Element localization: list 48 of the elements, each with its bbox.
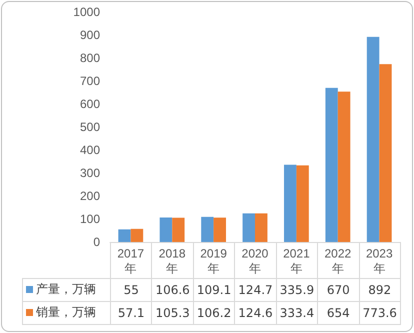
y-tick-label: 0 <box>93 235 100 249</box>
data-label: 124.7 <box>234 278 276 301</box>
bar <box>366 36 380 242</box>
legend-label: 销量，万辆 <box>36 305 96 319</box>
bar <box>296 165 309 242</box>
y-tick-label: 1000 <box>73 5 100 19</box>
data-label: 124.6 <box>234 301 276 324</box>
y-tick-label: 500 <box>80 120 100 134</box>
data-label: 892 <box>359 278 400 301</box>
x-tick-label: 2023年 <box>366 246 393 276</box>
data-label: 773.6 <box>359 301 400 324</box>
x-tick-label: 2017年 <box>117 246 144 276</box>
legend-label: 产量，万辆 <box>36 282 96 296</box>
data-label: 654 <box>318 301 360 324</box>
bar <box>255 213 268 242</box>
y-tick-label: 200 <box>80 189 100 203</box>
data-label: 106.2 <box>193 301 235 324</box>
bar <box>379 64 392 242</box>
bar <box>118 229 131 242</box>
data-label: 670 <box>318 278 360 301</box>
y-tick-label: 900 <box>80 28 100 42</box>
y-tick-label: 100 <box>80 212 100 226</box>
bar <box>284 164 296 242</box>
bar <box>172 218 185 242</box>
data-label: 57.1 <box>110 301 152 324</box>
data-label: 105.3 <box>152 301 194 324</box>
bar <box>130 228 144 242</box>
y-tick-label: 800 <box>80 51 100 65</box>
bar <box>160 217 172 242</box>
x-tick-label: 2019年 <box>200 246 228 276</box>
y-tick-label: 700 <box>80 74 100 88</box>
bar <box>325 88 338 242</box>
y-tick-label: 400 <box>80 143 100 157</box>
x-tick-label: 2021年 <box>283 246 310 276</box>
x-tick-label: 2020年 <box>242 246 269 276</box>
bar <box>201 216 214 242</box>
y-tick-label: 600 <box>80 97 100 111</box>
x-tick-label: 2018年 <box>158 246 186 276</box>
data-label: 335.9 <box>276 278 318 301</box>
bar <box>242 213 255 242</box>
x-tick-label: 2022年 <box>324 246 352 276</box>
data-label: 55 <box>110 278 152 301</box>
data-label: 106.6 <box>152 278 194 301</box>
data-label: 333.4 <box>276 301 318 324</box>
bar <box>214 218 226 242</box>
bar <box>338 92 350 242</box>
y-tick-label: 300 <box>80 166 100 180</box>
data-label: 109.1 <box>193 278 235 301</box>
